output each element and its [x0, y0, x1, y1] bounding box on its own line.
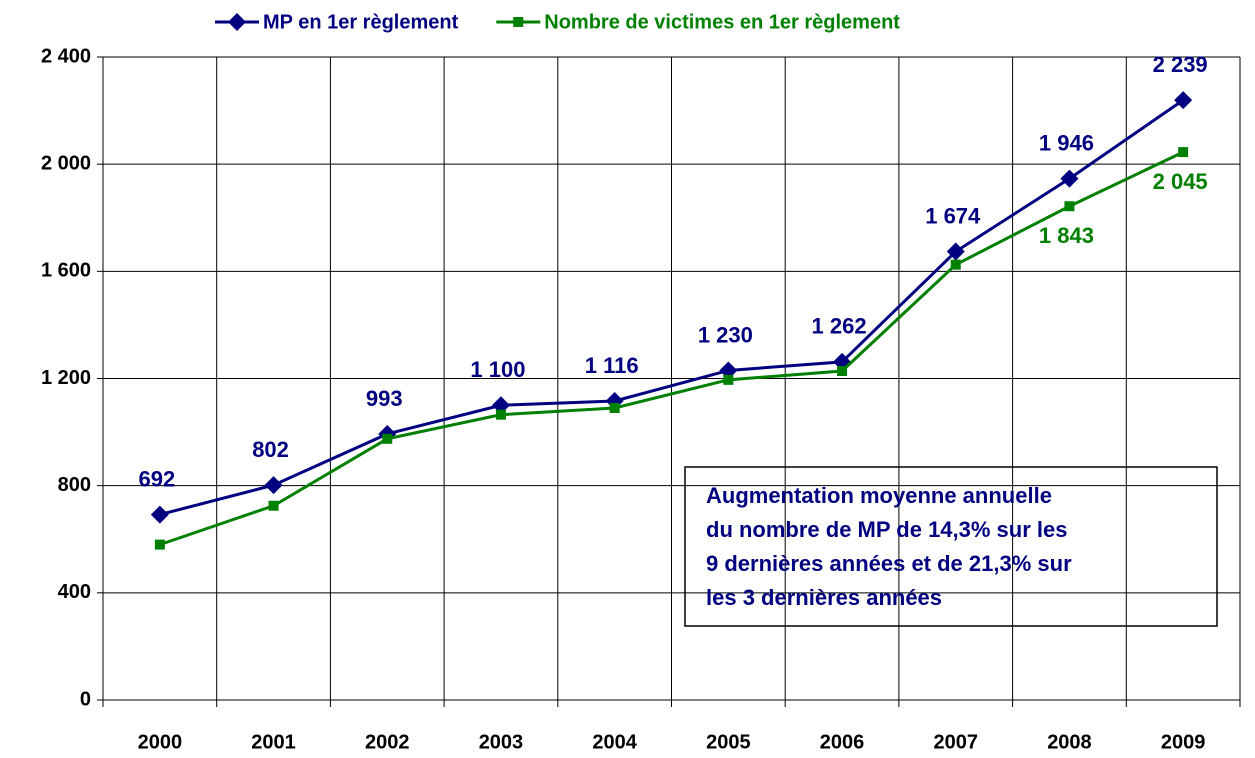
- x-tick-label: 2008: [1047, 731, 1092, 753]
- point: [950, 259, 961, 270]
- point: [495, 409, 506, 420]
- point: [723, 374, 734, 385]
- y-tick-label: 1 200: [41, 367, 91, 389]
- data-label: 1 262: [812, 314, 867, 339]
- legend-marker: [228, 13, 246, 31]
- annotation-text: Augmentation moyenne annuelle: [706, 483, 1052, 508]
- data-label: 2 045: [1153, 169, 1208, 194]
- legend-label: MP en 1er règlement: [263, 11, 459, 33]
- y-tick-label: 2 400: [41, 45, 91, 67]
- x-tick-label: 2002: [365, 731, 410, 753]
- point: [382, 433, 393, 444]
- x-tick-label: 2007: [934, 731, 979, 753]
- x-tick-label: 2005: [706, 731, 751, 753]
- data-label: 1 116: [585, 353, 639, 378]
- x-tick-label: 2001: [251, 731, 296, 753]
- x-tick-label: 2004: [592, 731, 637, 753]
- point: [154, 539, 165, 550]
- y-tick-label: 2 000: [41, 152, 91, 174]
- x-tick-label: 2003: [479, 731, 524, 753]
- data-label: 1 100: [470, 357, 525, 382]
- x-tick-label: 2000: [138, 731, 183, 753]
- legend-label: Nombre de victimes en 1er règlement: [544, 11, 900, 33]
- series-line: [159, 98, 1185, 517]
- annotation-text: du nombre de MP de 14,3% sur les: [706, 517, 1068, 542]
- annotation-box: [684, 466, 1218, 627]
- data-label: 1 843: [1039, 223, 1094, 248]
- data-label: 1 230: [698, 322, 753, 347]
- annotation-text: 9 dernières années et de 21,3% sur: [706, 551, 1072, 576]
- data-label: 1 946: [1039, 130, 1094, 155]
- point: [1174, 91, 1193, 110]
- series-line: [159, 150, 1184, 547]
- point: [264, 476, 283, 495]
- data-label: 802: [252, 437, 289, 462]
- point: [609, 402, 620, 413]
- y-tick-label: 0: [80, 688, 91, 710]
- point: [150, 505, 169, 524]
- point: [837, 365, 848, 376]
- y-tick-label: 400: [58, 581, 91, 603]
- y-tick-label: 1 600: [41, 260, 91, 282]
- point: [1178, 147, 1189, 158]
- point: [946, 242, 965, 261]
- point: [1060, 169, 1079, 188]
- data-label: 2 239: [1153, 52, 1208, 77]
- x-tick-label: 2006: [820, 731, 865, 753]
- data-label: 1 674: [925, 203, 981, 228]
- point: [268, 500, 279, 511]
- legend-marker: [513, 17, 524, 27]
- annotation-text: les 3 dernières années: [706, 585, 942, 610]
- data-label: 993: [366, 386, 403, 411]
- data-label: 692: [138, 466, 175, 491]
- y-tick-label: 800: [58, 474, 91, 496]
- x-tick-label: 2009: [1161, 731, 1206, 753]
- point: [1064, 201, 1075, 212]
